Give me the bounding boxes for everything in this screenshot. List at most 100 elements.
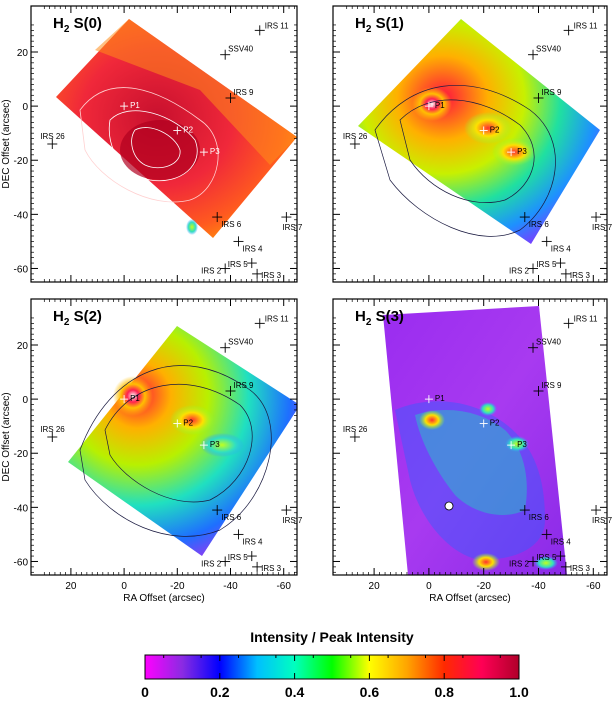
- peak-label: P2: [490, 125, 500, 134]
- panel-title-main: H: [53, 308, 64, 325]
- panel-s0: [56, 19, 297, 238]
- panel-title-rest: S(3): [371, 308, 404, 325]
- peak-label: P3: [517, 440, 527, 449]
- panel-1-axes: H2 S(1) IRS 11 SSV40 IRS 9 IRS 26 IRS 6 IRS 7 I…: [332, 5, 613, 283]
- panel-title-rest: S(2): [69, 308, 102, 325]
- panel-s1: [358, 19, 600, 244]
- s2-knot: [170, 405, 214, 435]
- peak-label: P3: [517, 147, 527, 156]
- s3-star-residual: [444, 501, 454, 511]
- source-label: SSV40: [228, 45, 253, 54]
- y-tick-label: -60: [14, 557, 29, 568]
- source-label: IRS 9: [542, 88, 563, 97]
- s3-knot: [419, 410, 445, 430]
- colorbar-tick-label: 1.0: [509, 684, 529, 700]
- source-label: IRS 9: [234, 88, 255, 97]
- source-label: IRS 26: [343, 425, 368, 434]
- colorbar-tick-label: 0.6: [360, 684, 380, 700]
- source-label: SSV40: [536, 338, 561, 347]
- panel-title-sub: 2: [64, 317, 70, 328]
- source-label: IRS 4: [242, 244, 263, 253]
- source-label: IRS 11: [574, 314, 598, 323]
- source-label: IRS 2: [201, 266, 222, 275]
- colorbar-strip: [144, 654, 520, 680]
- source-label: IRS 3: [261, 564, 282, 573]
- colorbar: Intensity / Peak Intensity 0 0.2 0.4 0.6 0.8…: [141, 629, 529, 700]
- panel-title: H2 S(3): [355, 308, 404, 328]
- source-label: IRS 11: [574, 21, 598, 30]
- peak-label: P1: [435, 394, 445, 403]
- peak-label: P1: [435, 101, 445, 110]
- source-label: IRS 9: [542, 381, 563, 390]
- s2-contour: [104, 384, 253, 503]
- peak-label: P1: [130, 101, 140, 110]
- s1-knot: [464, 112, 512, 144]
- s0-emission-knot: [186, 219, 198, 235]
- source-label: IRS 26: [40, 132, 65, 141]
- x-axis-label: RA Offset (arcsec): [429, 593, 511, 604]
- colorbar-tick-label: 0: [141, 684, 149, 700]
- s0-core: [120, 120, 200, 180]
- source-label: IRS 7: [282, 223, 303, 232]
- panel-title-main: H: [53, 15, 64, 32]
- y-tick-label: -60: [14, 264, 29, 275]
- y-tick-label: 20: [17, 341, 29, 352]
- source-label: IRS 6: [529, 513, 550, 522]
- y-tick-label: -20: [14, 156, 29, 167]
- s2-map: [68, 326, 297, 556]
- panel-3-axes: 20 0 -20 -40 -60 RA Offset (arcsec) H2 S(3) IRS…: [332, 298, 613, 604]
- s2-contour: [79, 365, 272, 537]
- y-tick-label: 0: [22, 102, 28, 113]
- source-label: IRS 6: [221, 513, 242, 522]
- source-label: IRS 5: [536, 260, 557, 269]
- peak-label: P1: [130, 394, 140, 403]
- source-label: IRS 3: [570, 564, 591, 573]
- colorbar-tick-label: 0.8: [434, 684, 454, 700]
- source-label: IRS 26: [343, 132, 368, 141]
- source-label: SSV40: [228, 338, 253, 347]
- source-label: IRS 5: [228, 553, 249, 562]
- panel-title-sub: 2: [366, 24, 372, 35]
- s1-contour: [399, 99, 535, 203]
- panel-s2: [68, 326, 297, 556]
- s0-contour: [79, 87, 219, 203]
- s0-warm-band: [95, 19, 297, 165]
- y-tick-label: 0: [22, 395, 28, 406]
- source-label: IRS 11: [265, 314, 289, 323]
- peak-label: P3: [210, 440, 220, 449]
- source-label: IRS 5: [228, 260, 249, 269]
- x-tick-label: 20: [65, 581, 77, 592]
- panel-title-sub: 2: [366, 317, 372, 328]
- x-tick-label: 0: [426, 581, 432, 592]
- panel-title-main: H: [355, 308, 366, 325]
- s1-knot: [412, 87, 452, 121]
- source-label: IRS 4: [551, 537, 572, 546]
- source-label: IRS 7: [282, 516, 303, 525]
- x-tick-label: -40: [223, 581, 238, 592]
- x-tick-label: 20: [369, 581, 381, 592]
- s3-knot: [472, 553, 500, 571]
- s2-knot: [200, 433, 244, 457]
- x-tick-label: -40: [531, 581, 546, 592]
- s0-contour: [131, 127, 181, 169]
- colorbar-title: Intensity / Peak Intensity: [250, 629, 414, 645]
- x-tick-label: -60: [586, 581, 601, 592]
- source-label: IRS 26: [40, 425, 65, 434]
- x-tick-label: -60: [276, 581, 291, 592]
- source-label: IRS 11: [265, 21, 289, 30]
- s3-knot: [479, 402, 497, 416]
- s3-filament: [415, 410, 527, 515]
- source-label: IRS 6: [221, 220, 242, 229]
- y-axis-label: DEC Offset (arcsec): [1, 392, 12, 481]
- peak-label: P3: [210, 147, 220, 156]
- peak-label: P2: [183, 418, 193, 427]
- source-label: IRS 4: [551, 244, 572, 253]
- peak-label: P2: [490, 418, 500, 427]
- peak-label: P2: [183, 125, 193, 134]
- panel-title-rest: S(1): [371, 15, 404, 32]
- panel-2-axes: 20 0 -20 -40 -60 20 0 -20 -40 -60 RA Offset (arcse…: [1, 298, 303, 604]
- colorbar-tick-label: 0.4: [285, 684, 305, 700]
- y-axis-label: DEC Offset (arcsec): [1, 99, 12, 188]
